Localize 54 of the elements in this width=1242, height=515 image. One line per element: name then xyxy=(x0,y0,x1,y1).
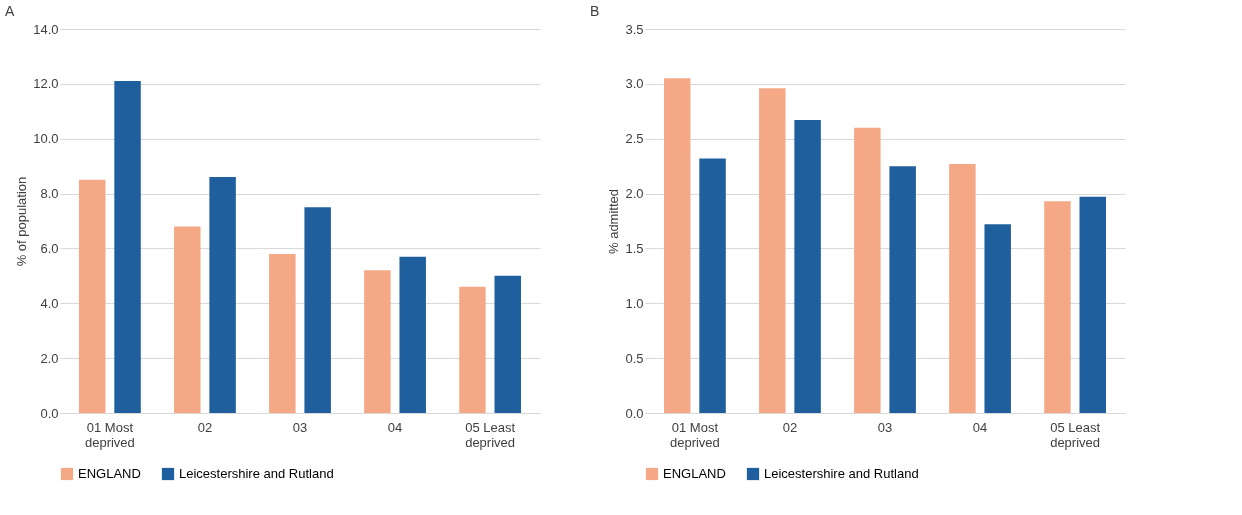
y-tick-label: 10.0 xyxy=(33,131,59,147)
y-axis-title: % of population xyxy=(14,176,30,267)
legend-label: Leicestershire and Rutland xyxy=(179,466,334,481)
y-tick-label: 0.5 xyxy=(625,350,644,366)
y-tick-label: 1.0 xyxy=(625,295,644,311)
bar xyxy=(1044,201,1071,413)
y-tick-label: 14.0 xyxy=(33,21,59,37)
bar xyxy=(794,120,821,413)
y-tick-label: 2.5 xyxy=(625,131,644,147)
y-tick-label: 12.0 xyxy=(33,76,59,92)
bar xyxy=(984,224,1011,413)
bar xyxy=(364,270,391,413)
bar xyxy=(854,127,881,413)
x-tick-label: 04 xyxy=(972,419,988,435)
bar xyxy=(79,179,106,413)
x-tick-label: 02 xyxy=(782,419,798,435)
y-tick-label: 0.0 xyxy=(625,405,644,421)
bar xyxy=(699,158,726,413)
bar xyxy=(399,256,426,413)
bar xyxy=(459,286,486,413)
y-axis-title: % admitted xyxy=(606,188,622,255)
legend-label: ENGLAND xyxy=(663,466,726,481)
bar xyxy=(114,81,141,413)
x-tick-label: 01 Most deprived xyxy=(84,419,135,450)
chart-title: B xyxy=(590,3,600,19)
bar xyxy=(889,166,916,413)
y-tick-label: 2.0 xyxy=(625,186,644,202)
x-tick-label: 04 xyxy=(387,419,403,435)
y-tick-label: 2.0 xyxy=(40,350,59,366)
x-tick-label: 03 xyxy=(292,419,308,435)
bar xyxy=(664,78,691,413)
bar xyxy=(304,207,331,413)
y-tick-label: 0.0 xyxy=(40,405,59,421)
legend-label: ENGLAND xyxy=(78,466,141,481)
y-tick-label: 3.0 xyxy=(625,76,644,92)
bar xyxy=(269,253,296,413)
x-tick-label: 01 Most deprived xyxy=(669,419,720,450)
bar xyxy=(209,177,236,413)
chart-title: A xyxy=(5,3,15,19)
bar xyxy=(494,275,521,413)
y-tick-label: 4.0 xyxy=(40,295,59,311)
y-tick-label: 6.0 xyxy=(40,240,59,256)
x-tick-label: 05 Least deprived xyxy=(1050,419,1101,450)
bar xyxy=(949,163,976,413)
x-tick-label: 05 Least deprived xyxy=(465,419,516,450)
y-tick-label: 8.0 xyxy=(40,186,59,202)
y-tick-label: 3.5 xyxy=(625,21,644,37)
bar xyxy=(1079,196,1106,413)
y-tick-label: 1.5 xyxy=(625,240,644,256)
x-tick-label: 03 xyxy=(877,419,893,435)
x-tick-label: 02 xyxy=(197,419,213,435)
bar xyxy=(759,88,786,413)
bar xyxy=(174,226,201,413)
legend-label: Leicestershire and Rutland xyxy=(764,466,919,481)
